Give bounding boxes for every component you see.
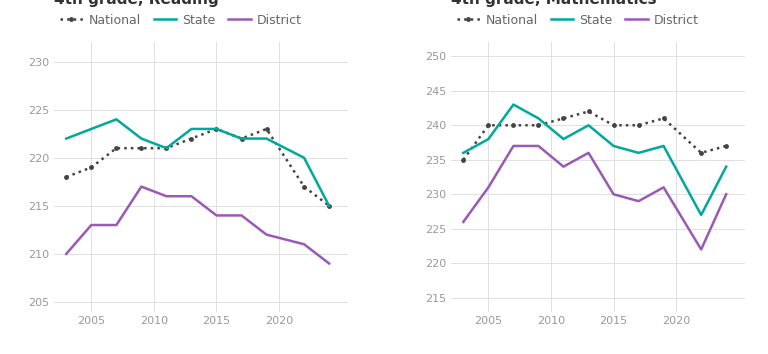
- Legend: National, State, District: National, State, District: [60, 14, 302, 27]
- Text: 4th grade, Reading: 4th grade, Reading: [54, 0, 219, 7]
- Text: 4th grade, Mathematics: 4th grade, Mathematics: [451, 0, 657, 7]
- Legend: National, State, District: National, State, District: [457, 14, 699, 27]
